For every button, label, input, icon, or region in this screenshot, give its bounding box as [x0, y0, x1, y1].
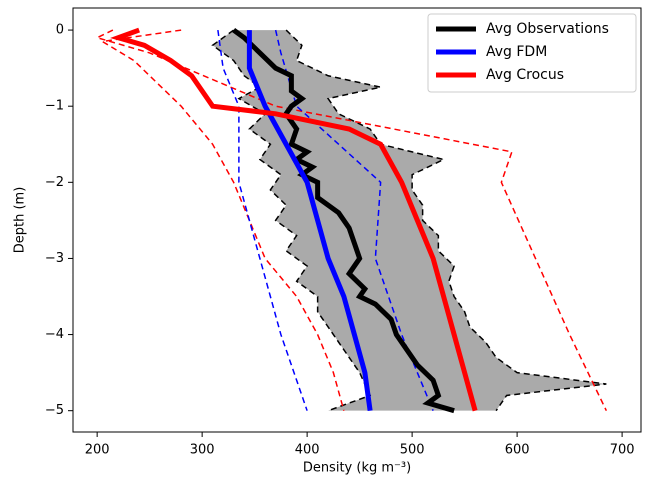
bound-line — [274, 29, 434, 411]
plot-frame — [72, 7, 642, 433]
bound-line — [95, 29, 608, 412]
bound-line — [100, 29, 345, 411]
x-axis-label: Density (kg m⁻³) — [303, 461, 411, 476]
y-tick-label: 0 — [56, 23, 64, 38]
y-axis-label: Depth (m) — [13, 187, 28, 254]
x-tick-label: 200 — [85, 443, 110, 458]
y-tick-label: −1 — [45, 99, 64, 114]
legend-label: Avg FDM — [486, 44, 547, 60]
x-tick-label: 700 — [610, 443, 635, 458]
y-tick-label: −3 — [45, 251, 64, 266]
envelope-fill — [212, 30, 607, 411]
x-tick-label: 500 — [400, 443, 425, 458]
y-tick-label: −2 — [45, 175, 64, 190]
x-tick-label: 300 — [190, 443, 215, 458]
legend-box — [427, 13, 637, 93]
series-line — [232, 28, 455, 414]
x-tick-label: 600 — [505, 443, 530, 458]
y-tick-label: −4 — [45, 327, 64, 342]
legend-label: Avg Crocus — [486, 67, 564, 83]
envelope-lower — [211, 29, 372, 412]
y-tick-label: −5 — [45, 403, 64, 418]
plot-area — [95, 27, 608, 414]
series-line — [110, 27, 478, 412]
envelope-upper — [285, 29, 607, 412]
series-line — [246, 30, 373, 412]
legend-label: Avg Observations — [486, 21, 609, 37]
legend: Avg Observations Avg FDM Avg Crocus — [427, 13, 637, 93]
bound-line — [217, 29, 308, 411]
x-tick-label: 400 — [295, 443, 320, 458]
